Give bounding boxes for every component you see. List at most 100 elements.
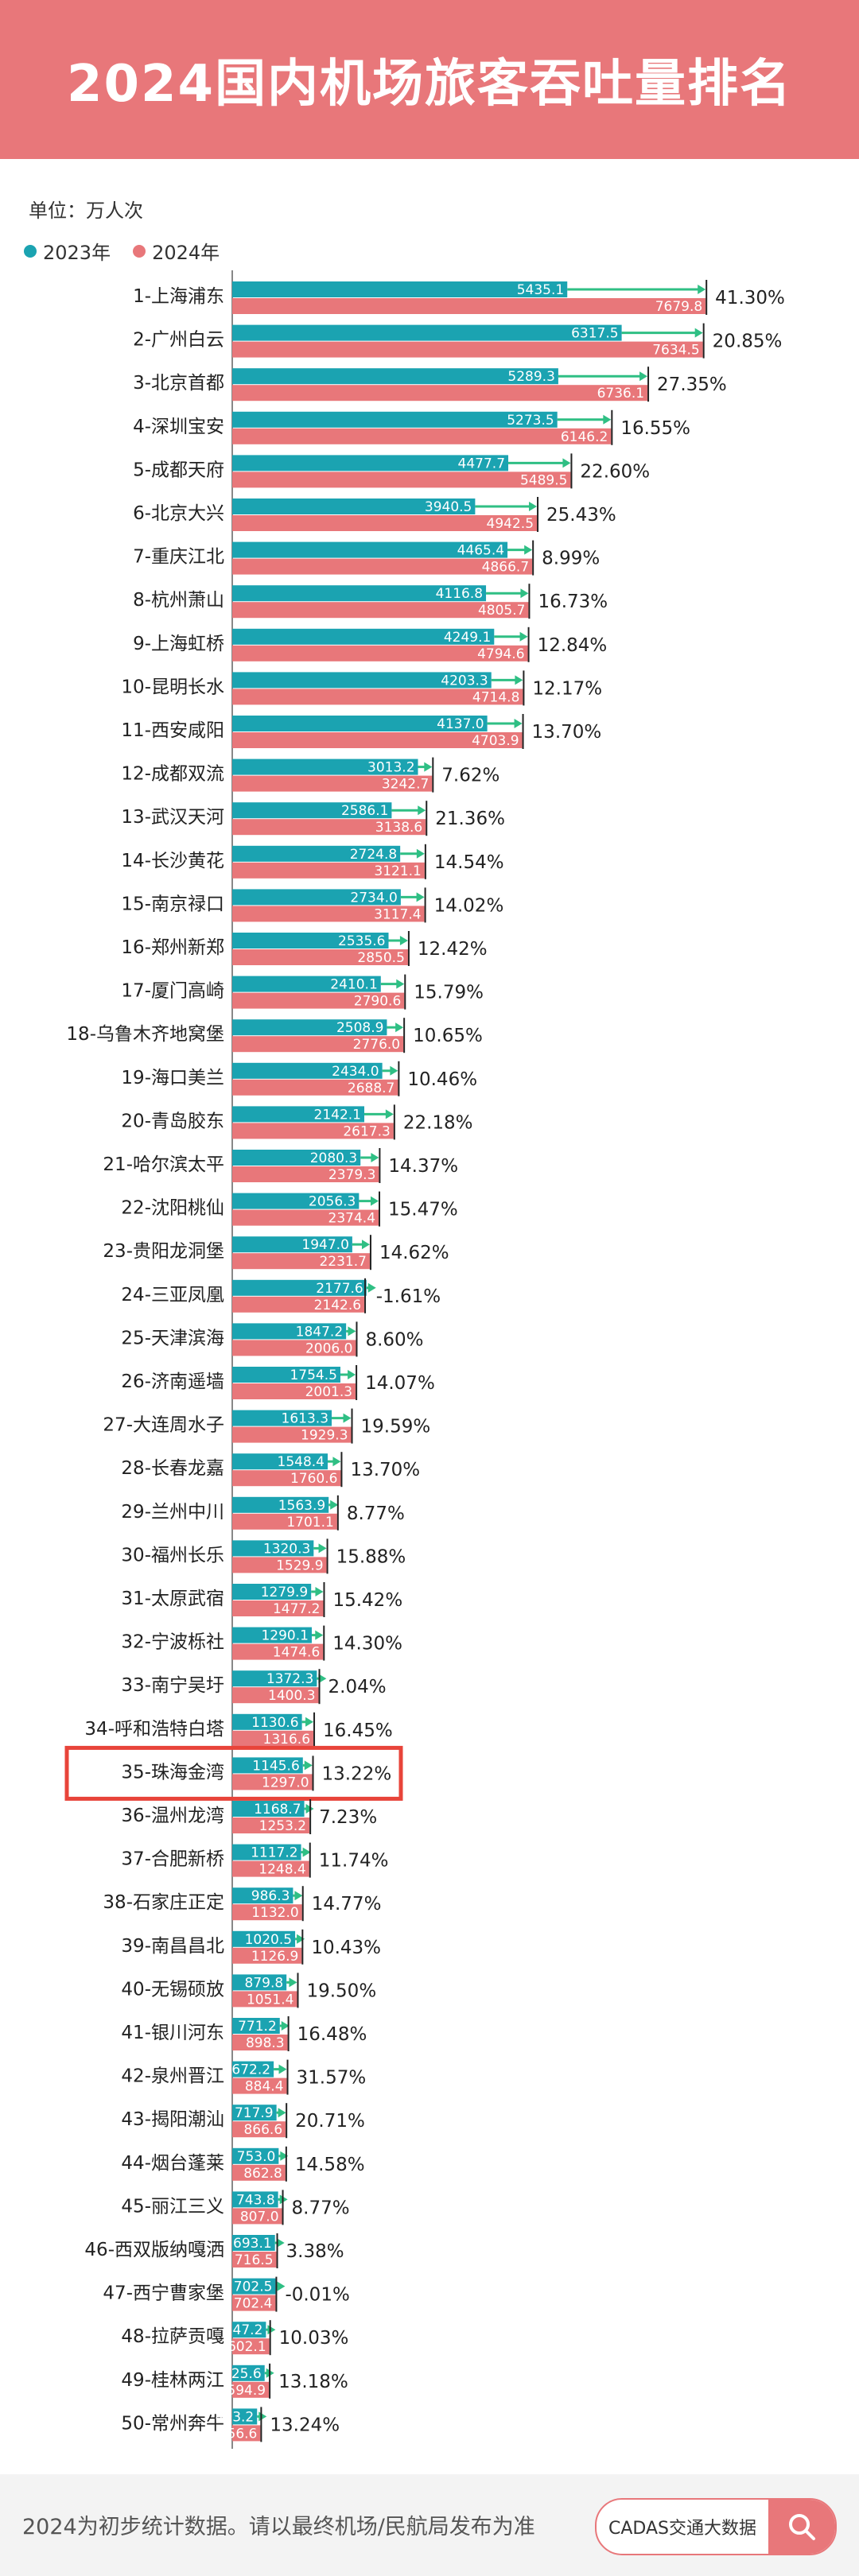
value-label-2024: 4866.7	[482, 560, 529, 576]
legend-swatch-2023	[24, 244, 37, 258]
value-label-2023: 4477.7	[458, 456, 505, 471]
bar-2023	[232, 455, 509, 471]
growth-arrow-head	[399, 936, 408, 945]
bar-2024	[232, 1991, 297, 2008]
value-label-2023: 986.3	[251, 1888, 290, 1904]
growth-arrow-head	[519, 631, 528, 642]
growth-arrow-head	[639, 371, 648, 382]
value-label-2023: 1130.6	[251, 1715, 298, 1731]
bar-2024	[232, 1340, 356, 1356]
bar-2024	[232, 1166, 379, 1182]
category-label: 7-重庆江北	[133, 547, 224, 568]
bar-2023	[232, 628, 495, 645]
bar-2024	[232, 2252, 277, 2268]
bar-2023	[232, 845, 401, 862]
category-label: 27-大连周水子	[103, 1415, 224, 1436]
growth-label: 14.07%	[365, 1373, 435, 1394]
growth-arrow-head	[418, 805, 426, 816]
search-button[interactable]	[768, 2500, 835, 2554]
growth-label: 16.55%	[620, 418, 690, 439]
value-label-2024: 2001.3	[305, 1384, 352, 1400]
growth-label: 20.85%	[713, 332, 783, 352]
value-label-2023: 1279.9	[261, 1585, 308, 1600]
value-label-2024: 1253.2	[259, 1818, 306, 1834]
category-label: 42-泉州晋江	[121, 2066, 224, 2087]
growth-label: 25.43%	[546, 505, 616, 526]
value-label-2024: 7634.5	[652, 343, 699, 359]
value-label-2024: 2379.3	[328, 1167, 375, 1183]
category-label: 18-乌鲁木齐地窝堡	[66, 1024, 224, 1045]
growth-label: 8.99%	[542, 549, 600, 569]
category-label: 48-拉萨贡嘎	[121, 2326, 224, 2347]
value-label-2023: 1320.3	[263, 1541, 310, 1557]
growth-arrow-head	[524, 545, 533, 555]
value-label-2023: 4465.4	[457, 543, 504, 559]
legend-item-2024: 2024年	[133, 237, 220, 265]
value-label-2023: 5435.1	[517, 282, 564, 298]
value-label-2023: 1563.9	[278, 1498, 325, 1514]
growth-label: 22.60%	[580, 461, 650, 482]
brand-search-box[interactable]: CADAS交通大数据	[595, 2498, 837, 2555]
bar-2024	[232, 2425, 261, 2442]
category-label: 6-北京大兴	[133, 503, 224, 524]
bar-2024	[232, 1470, 341, 1487]
bar-2023	[232, 1887, 293, 1904]
bar-2024	[232, 558, 533, 575]
bar-2023	[232, 2322, 266, 2338]
category-label: 28-长春龙嘉	[121, 1458, 224, 1479]
category-label: 12-成都双流	[121, 764, 224, 785]
value-label-2023: 5289.3	[507, 369, 554, 385]
growth-arrow-head	[297, 1934, 305, 1944]
value-label-2023: 2434.0	[332, 1064, 379, 1080]
bar-2024	[232, 2035, 288, 2050]
value-label-2023: 4116.8	[436, 586, 483, 602]
value-label-2024: 2617.3	[343, 1123, 390, 1139]
bar-2023	[232, 2408, 258, 2425]
value-label-2024: 3121.1	[374, 863, 421, 879]
category-label: 33-南宁吴圩	[121, 1675, 224, 1696]
value-label-2024: 1529.9	[276, 1558, 323, 1573]
bar-2024	[232, 1600, 324, 1616]
value-label-2024: 4794.6	[477, 646, 524, 662]
value-label-2023: 2508.9	[336, 1020, 383, 1036]
category-label: 45-丽江三义	[121, 2196, 224, 2217]
value-label-2023: 693.1	[233, 2236, 272, 2252]
growth-label: 13.24%	[270, 2415, 340, 2435]
value-label-2024: 3117.4	[374, 906, 421, 922]
value-label-2023: 2080.3	[310, 1150, 357, 1166]
value-label-2023: 1290.1	[261, 1628, 308, 1644]
bar-2023	[232, 541, 508, 558]
category-label: 26-济南遥墙	[121, 1371, 224, 1392]
value-label-2023: 1168.7	[254, 1802, 301, 1818]
growth-label: 14.02%	[434, 895, 504, 916]
bar-2023	[232, 1713, 302, 1730]
bar-2023	[232, 411, 558, 428]
category-label: 13-武汉天河	[121, 807, 224, 828]
growth-label: 15.79%	[414, 983, 484, 1003]
growth-arrow-head	[267, 2325, 276, 2335]
category-label: 14-长沙黄花	[121, 851, 224, 871]
growth-label: 12.42%	[418, 939, 488, 960]
value-label-2024: 2850.5	[357, 950, 404, 966]
growth-arrow-head	[361, 1240, 370, 1250]
growth-label: 14.54%	[434, 852, 504, 873]
bar-2024	[232, 2077, 287, 2094]
value-label-2024: 1126.9	[251, 1949, 298, 1965]
growth-label: -0.01%	[285, 2285, 349, 2306]
bar-2024	[232, 2295, 276, 2311]
bar-2024	[232, 602, 529, 619]
value-label-2023: 753.0	[237, 2149, 276, 2165]
bar-2024	[232, 1296, 365, 1313]
growth-arrow-head	[562, 458, 571, 468]
bar-2023	[232, 1019, 387, 1036]
bar-2023	[232, 1106, 365, 1123]
bar-2023	[232, 2147, 279, 2164]
category-label: 4-深圳宝安	[133, 417, 224, 437]
growth-label: 2.04%	[328, 1677, 387, 1697]
growth-label: 14.62%	[379, 1243, 449, 1263]
category-label: 50-常州奔牛	[121, 2413, 224, 2434]
growth-arrow-head	[395, 1022, 404, 1033]
bar-2023	[232, 1236, 352, 1253]
value-label-2024: 6146.2	[561, 429, 608, 445]
bar-2023	[232, 1757, 303, 1774]
